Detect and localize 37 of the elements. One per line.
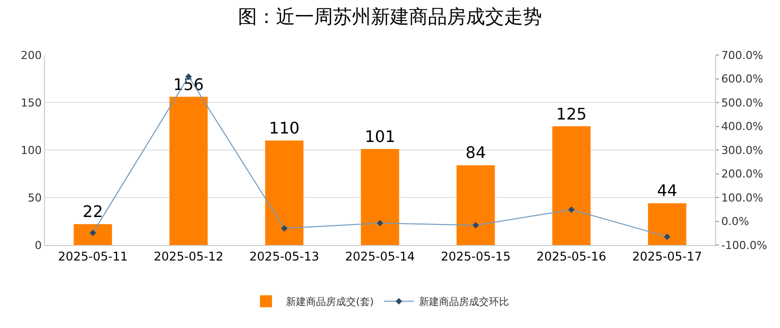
y2-tick-label: 200.0%: [721, 168, 764, 181]
legend-label: 新建商品房成交环比: [418, 296, 509, 308]
y-tick-label: 150: [20, 96, 42, 110]
x-tick-label: 2025-05-11: [58, 249, 128, 264]
y2-tick-label: 100.0%: [721, 191, 764, 204]
bar: [456, 165, 495, 245]
y2-tick-label: 400.0%: [721, 120, 764, 134]
y-tick-label: 0: [34, 238, 42, 252]
data-label: 110: [269, 118, 300, 138]
x-tick-label: 2025-05-14: [345, 249, 415, 264]
bar: [169, 96, 208, 245]
data-label: 84: [466, 143, 486, 162]
x-tick-label: 2025-05-12: [154, 249, 224, 264]
bar: [360, 149, 400, 245]
y2-tick-label: 500.0%: [721, 96, 764, 110]
x-tick-label: 2025-05-15: [440, 249, 511, 264]
data-label: 44: [656, 181, 678, 200]
x-tick-label: 2025-05-17: [632, 249, 702, 264]
bar: [552, 126, 591, 245]
y2-tick-label: 700.0%: [721, 48, 764, 62]
y2-tick-label: 600.0%: [721, 72, 764, 86]
data-label: 125: [556, 104, 587, 124]
bar: [648, 203, 686, 245]
y2-tick-label: -100.0%: [721, 238, 768, 252]
legend-label: 新建商品房成交(套): [286, 296, 374, 308]
y2-tick-label: 300.0%: [721, 144, 764, 157]
x-tick-label: 2025-05-16: [536, 249, 606, 264]
bar: [265, 140, 304, 245]
bar: [74, 224, 112, 245]
y-tick-label: 50: [28, 191, 42, 204]
y2-tick-label: 0.0%: [721, 215, 750, 228]
data-label: 101: [364, 127, 396, 146]
chart-title: 图：近一周苏州新建商品房成交走势: [238, 6, 542, 28]
data-label: 22: [82, 202, 104, 222]
y-tick-label: 100: [20, 144, 42, 157]
x-tick-label: 2025-05-13: [249, 249, 320, 264]
y-tick-label: 200: [20, 48, 42, 62]
